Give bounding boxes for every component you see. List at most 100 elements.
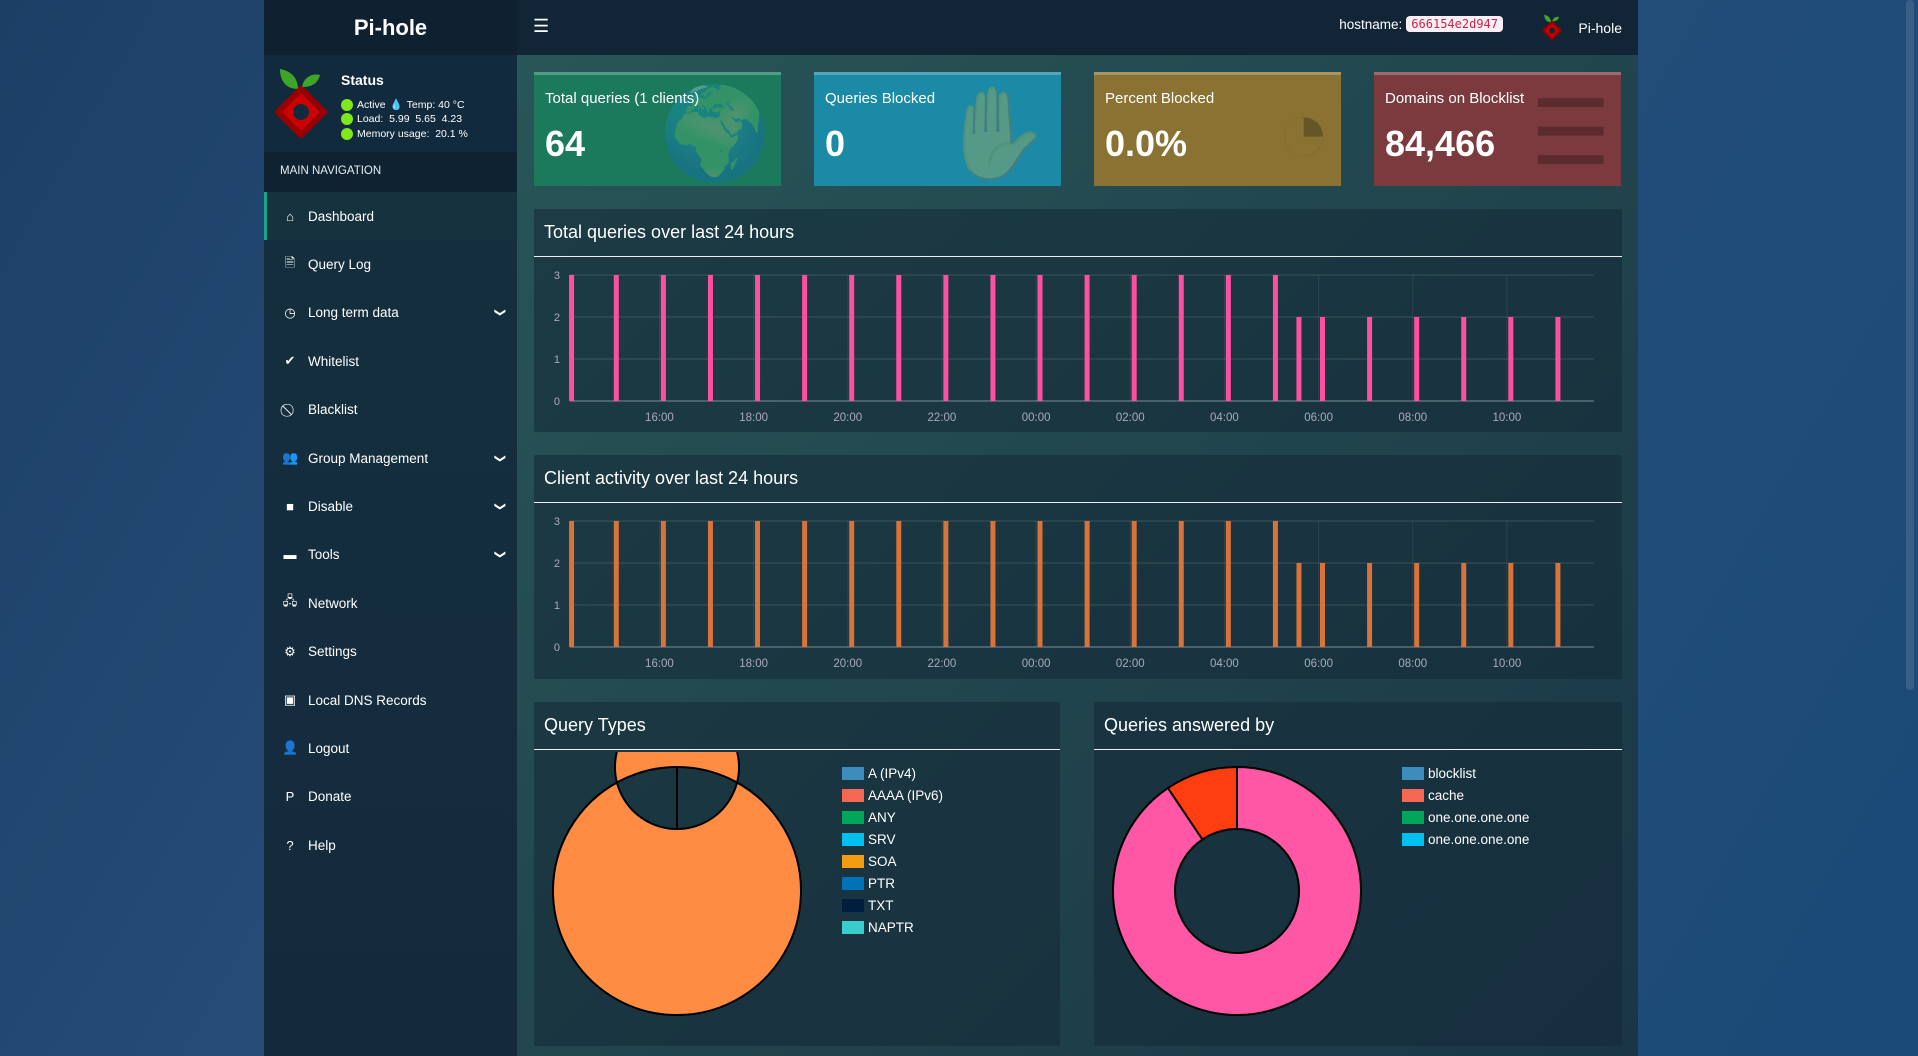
bar[interactable] xyxy=(1414,563,1420,647)
sidebar-item-label: Logout xyxy=(308,740,350,756)
bar[interactable] xyxy=(849,275,855,401)
bar[interactable] xyxy=(802,521,808,647)
bar[interactable] xyxy=(1084,521,1090,647)
bar[interactable] xyxy=(1555,563,1561,647)
legend-swatch xyxy=(1402,810,1424,824)
bar[interactable] xyxy=(660,275,666,401)
bar[interactable] xyxy=(660,521,666,647)
bar[interactable] xyxy=(1225,521,1231,647)
menu-toggle-icon[interactable]: ☰ xyxy=(533,16,550,36)
bar[interactable] xyxy=(896,275,902,401)
bar[interactable] xyxy=(569,275,575,401)
chevron-down-icon[interactable]: ❯ xyxy=(493,501,506,512)
user-menu[interactable]: Pi-hole xyxy=(1542,14,1622,42)
legend-item[interactable]: TXT xyxy=(842,894,943,916)
stat-label: Total queries (1 clients) xyxy=(545,90,700,107)
sidebar-item-logout[interactable]: 👤 Logout xyxy=(264,724,517,772)
bar[interactable] xyxy=(1084,275,1090,401)
legend-item[interactable]: AAAA (IPv6) xyxy=(842,784,943,806)
hostname-value: 666154e2d947 xyxy=(1406,16,1503,32)
y-tick-label: 1 xyxy=(554,354,560,366)
bar[interactable] xyxy=(896,521,902,647)
bar[interactable] xyxy=(802,275,808,401)
sidebar-item-label: Local DNS Records xyxy=(308,692,427,708)
bar[interactable] xyxy=(1508,563,1514,647)
bar[interactable] xyxy=(1131,521,1137,647)
bar[interactable] xyxy=(943,275,949,401)
legend-item[interactable]: SOA xyxy=(842,850,943,872)
sidebar-item-whitelist[interactable]: ✔ Whitelist xyxy=(264,337,517,385)
folder-icon: ▬ xyxy=(283,547,297,563)
chevron-down-icon[interactable]: ❯ xyxy=(493,308,506,318)
bar[interactable] xyxy=(569,521,575,647)
x-tick-label: 06:00 xyxy=(1304,412,1333,424)
bar[interactable] xyxy=(1555,317,1561,401)
bar[interactable] xyxy=(1272,275,1278,401)
bar[interactable] xyxy=(943,521,949,647)
bar[interactable] xyxy=(613,275,619,401)
pie-slice[interactable] xyxy=(551,752,802,1016)
stat-box-3[interactable]: ☰ Domains on Blocklist 84,466 xyxy=(1374,72,1621,186)
bar[interactable] xyxy=(1296,317,1302,401)
bar[interactable] xyxy=(1320,317,1326,401)
stat-box-2[interactable]: ◔ Percent Blocked 0.0% xyxy=(1094,72,1341,186)
sidebar-item-help[interactable]: ? Help xyxy=(264,821,517,869)
chart-title: Client activity over last 24 hours xyxy=(534,455,1622,503)
chevron-down-icon[interactable]: ❯ xyxy=(493,550,506,560)
bar[interactable] xyxy=(1037,521,1043,647)
bar[interactable] xyxy=(1037,275,1043,401)
sidebar-item-blacklist[interactable]: ⃠ Blacklist xyxy=(264,386,517,434)
bar[interactable] xyxy=(707,275,713,401)
chevron-down-icon[interactable]: ❯ xyxy=(493,453,506,463)
page-scrollbar[interactable] xyxy=(1906,0,1914,690)
legend-item[interactable]: A (IPv4) xyxy=(842,762,943,784)
legend-item[interactable]: one.one.one.one xyxy=(1402,806,1529,828)
legend-item[interactable]: SRV xyxy=(842,828,943,850)
sidebar-item-network[interactable]: 🖧 Network xyxy=(264,579,517,627)
stat-box-1[interactable]: ✋ Queries Blocked 0 xyxy=(814,72,1061,186)
x-tick-label: 02:00 xyxy=(1116,412,1145,424)
pie-slice[interactable] xyxy=(1112,765,1362,1016)
sidebar-item-dashboard[interactable]: ⌂ Dashboard xyxy=(264,192,517,241)
bar[interactable] xyxy=(1178,275,1184,401)
bar[interactable] xyxy=(755,521,761,647)
bar[interactable] xyxy=(1508,317,1514,401)
bar[interactable] xyxy=(707,521,713,647)
bar[interactable] xyxy=(990,521,996,647)
sidebar-item-tools[interactable]: ▬ Tools ❯ xyxy=(264,531,517,579)
bar[interactable] xyxy=(1367,317,1373,401)
sidebar-item-settings[interactable]: ⚙ Settings xyxy=(264,628,517,676)
bar[interactable] xyxy=(613,521,619,647)
sidebar-item-query-log[interactable]: 🗎 Query Log xyxy=(264,240,517,288)
legend-item[interactable]: cache xyxy=(1402,784,1529,806)
sidebar-item-local-dns-records[interactable]: ▣ Local DNS Records xyxy=(264,676,517,724)
memory-indicator-icon xyxy=(341,128,353,140)
bar[interactable] xyxy=(755,275,761,401)
sidebar-item-disable[interactable]: ■ Disable ❯ xyxy=(264,482,517,530)
user-name: Pi-hole xyxy=(1578,20,1622,36)
bar[interactable] xyxy=(1414,317,1420,401)
stat-box-0[interactable]: 🌍 Total queries (1 clients) 64 xyxy=(534,72,781,186)
bar[interactable] xyxy=(1272,521,1278,647)
sidebar-item-long-term-data[interactable]: ◷ Long term data ❯ xyxy=(264,289,517,337)
sidebar-item-donate[interactable]: P Donate xyxy=(264,773,517,821)
legend-label: one.one.one.one xyxy=(1428,831,1530,847)
legend-item[interactable]: NAPTR xyxy=(842,916,943,938)
bar[interactable] xyxy=(1131,275,1137,401)
bar[interactable] xyxy=(1296,563,1302,647)
bar[interactable] xyxy=(1225,275,1231,401)
list-icon: ☰ xyxy=(1530,84,1611,184)
bar[interactable] xyxy=(1178,521,1184,647)
legend-item[interactable]: ANY xyxy=(842,806,943,828)
sidebar-item-group-management[interactable]: 👥 Group Management ❯ xyxy=(264,434,517,482)
legend-item[interactable]: PTR xyxy=(842,872,943,894)
app-logo[interactable]: Pi-hole xyxy=(264,0,517,55)
legend-item[interactable]: blocklist xyxy=(1402,762,1529,784)
bar[interactable] xyxy=(849,521,855,647)
bar[interactable] xyxy=(1461,563,1467,647)
bar[interactable] xyxy=(1367,563,1373,647)
bar[interactable] xyxy=(990,275,996,401)
bar[interactable] xyxy=(1320,563,1326,647)
legend-item[interactable]: one.one.one.one xyxy=(1402,828,1529,850)
bar[interactable] xyxy=(1461,317,1467,401)
